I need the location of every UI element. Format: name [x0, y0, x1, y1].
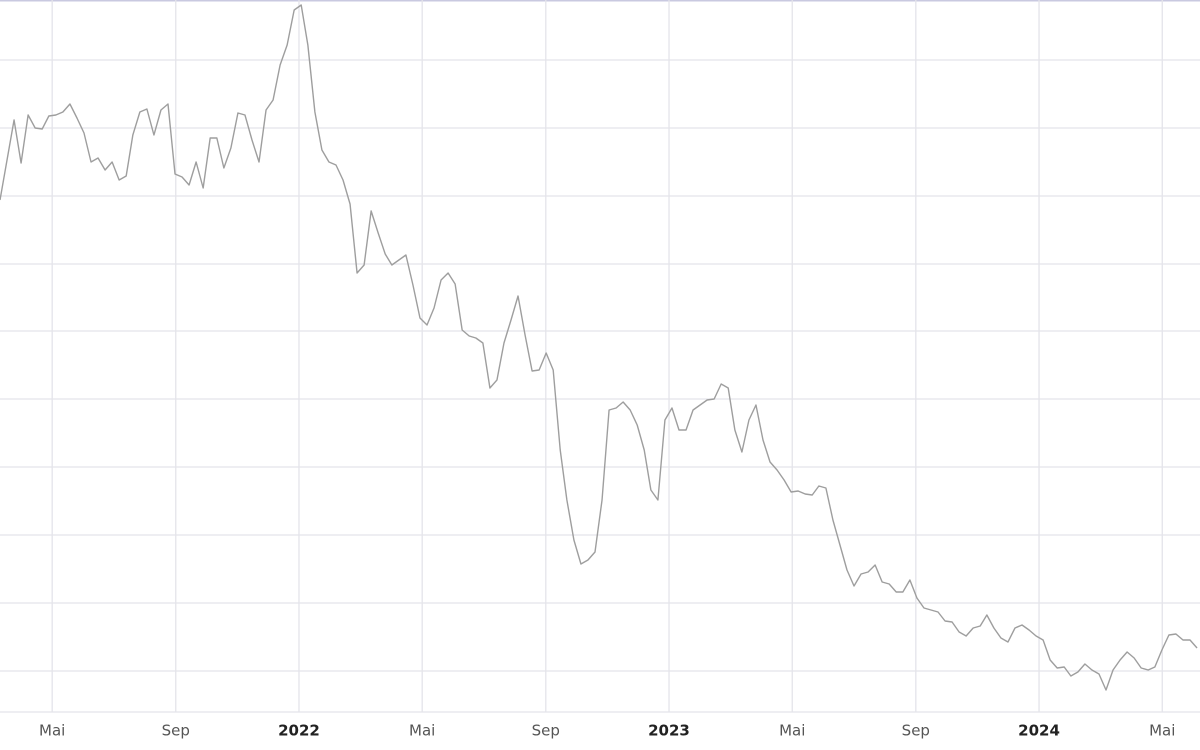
x-tick-label: 2023: [648, 722, 690, 740]
x-tick-label: 2024: [1018, 722, 1060, 740]
line-series: [0, 4, 1198, 691]
x-tick-label: Sep: [902, 722, 930, 740]
x-tick-label: Mai: [779, 722, 805, 740]
x-tick-label: Mai: [1149, 722, 1175, 740]
x-tick-label: Sep: [162, 722, 190, 740]
x-tick-label: Sep: [532, 722, 560, 740]
x-tick-label: Mai: [409, 722, 435, 740]
x-tick-label: 2022: [278, 722, 320, 740]
x-tick-label: Mai: [39, 722, 65, 740]
